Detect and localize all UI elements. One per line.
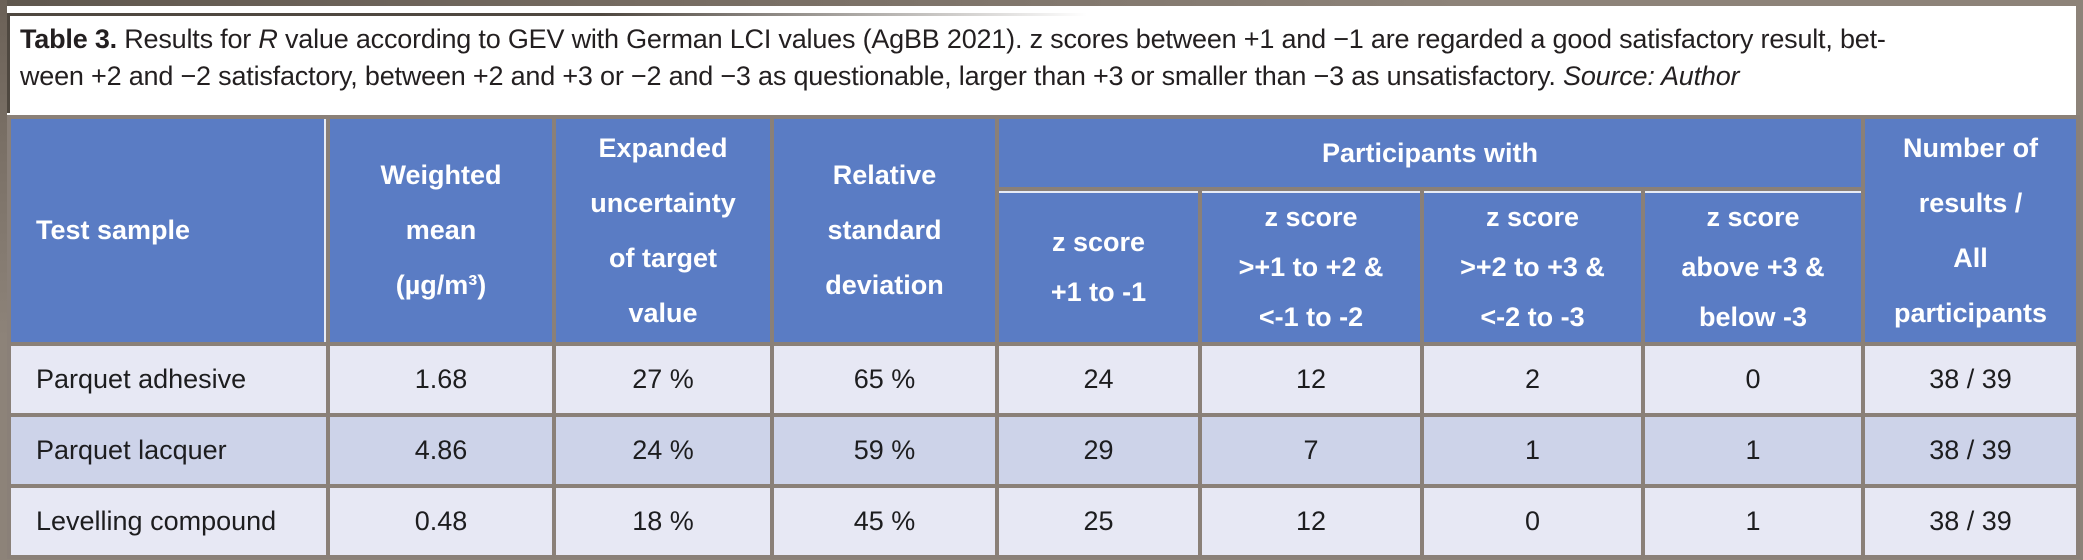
- cell-weighted-mean: 1.68: [326, 342, 556, 417]
- col-header-relative-standard-deviation: Relative standard deviation: [770, 115, 999, 346]
- frame-top-border: [0, 0, 2083, 6]
- cell-test-sample: Levelling compound: [7, 484, 330, 559]
- caption-line-2: ween +2 and −2 satisfactory, between +2 …: [20, 58, 2068, 95]
- table-row-levelling-compound: Levelling compound 0.48 18 % 45 % 25 12 …: [7, 484, 2081, 559]
- caption-table-number: Table 3.: [20, 24, 117, 54]
- caption-text-1: Results for: [116, 24, 259, 54]
- cell-zscore-2: 7: [1198, 413, 1424, 488]
- cell-zscore-4: 1: [1640, 484, 1866, 559]
- caption-source: Source: Author: [1563, 61, 1740, 91]
- cell-weighted-mean: 0.48: [326, 484, 556, 559]
- scan-artifact-line-top: [7, 13, 1087, 16]
- frame-left-border: [0, 0, 7, 560]
- cell-zscore-3: 2: [1420, 342, 1645, 417]
- table-row-parquet-lacquer: Parquet lacquer 4.86 24 % 59 % 29 7 1 1 …: [7, 413, 2081, 488]
- cell-results-count: 38 / 39: [1861, 342, 2081, 417]
- cell-zscore-3: 1: [1420, 413, 1645, 488]
- cell-test-sample: Parquet adhesive: [7, 342, 330, 417]
- col-header-zscore-2: z score >+1 to +2 & <-1 to -2: [1198, 187, 1424, 346]
- col-header-weighted-mean: Weighted mean (µg/m³): [326, 115, 556, 346]
- table-caption: Table 3. Results for R value according t…: [7, 6, 2076, 115]
- cell-weighted-mean: 4.86: [326, 413, 556, 488]
- col-header-zscore-4: z score above +3 & below -3: [1640, 187, 1866, 346]
- cell-zscore-1: 24: [995, 342, 1202, 417]
- scan-artifact-line-left: [7, 13, 10, 113]
- cell-zscore-4: 0: [1640, 342, 1866, 417]
- caption-text-2: value according to GEV with German LCI v…: [277, 24, 1886, 54]
- cell-zscore-1: 25: [995, 484, 1202, 559]
- cell-zscore-2: 12: [1198, 342, 1424, 417]
- header-row-1: Test sample Weighted mean (µg/m³) Expanded…: [7, 115, 2081, 346]
- cell-expanded-uncertainty: 27 %: [552, 342, 774, 417]
- cell-expanded-uncertainty: 18 %: [552, 484, 774, 559]
- cell-relative-sd: 45 %: [770, 484, 999, 559]
- results-table: Test sample Weighted mean (µg/m³) Expanded…: [7, 115, 2081, 559]
- frame-right-border: [2076, 0, 2083, 560]
- col-header-test-sample: Test sample: [7, 115, 330, 346]
- caption-text-3: ween +2 and −2 satisfactory, between +2 …: [20, 61, 1564, 91]
- table-row-parquet-adhesive: Parquet adhesive 1.68 27 % 65 % 24 12 2 …: [7, 342, 2081, 417]
- cell-expanded-uncertainty: 24 %: [552, 413, 774, 488]
- cell-zscore-1: 29: [995, 413, 1202, 488]
- frame-bottom-border: [0, 555, 2083, 560]
- cell-results-count: 38 / 39: [1861, 413, 2081, 488]
- cell-zscore-3: 0: [1420, 484, 1645, 559]
- cell-results-count: 38 / 39: [1861, 484, 2081, 559]
- cell-zscore-4: 1: [1640, 413, 1866, 488]
- col-header-zscore-3: z score >+2 to +3 & <-2 to -3: [1420, 187, 1645, 346]
- header-row-2: z score +1 to -1 z score >+1 to +2 & <-1 to…: [9, 187, 2078, 346]
- cell-relative-sd: 59 %: [770, 413, 999, 488]
- col-header-number-of-results: Number of results / All participants: [1861, 115, 2081, 346]
- caption-line-1: Table 3. Results for R value according t…: [20, 21, 2068, 58]
- page-content: Table 3. Results for R value according t…: [7, 6, 2081, 559]
- col-header-expanded-uncertainty: Expanded uncertainty of target value: [552, 115, 774, 346]
- cell-relative-sd: 65 %: [770, 342, 999, 417]
- cell-test-sample: Parquet lacquer: [7, 413, 330, 488]
- col-header-zscore-1: z score +1 to -1: [995, 187, 1202, 346]
- col-header-participants-with: Participants with: [994, 115, 1866, 191]
- cell-zscore-2: 12: [1198, 484, 1424, 559]
- caption-r-symbol: R: [258, 24, 278, 54]
